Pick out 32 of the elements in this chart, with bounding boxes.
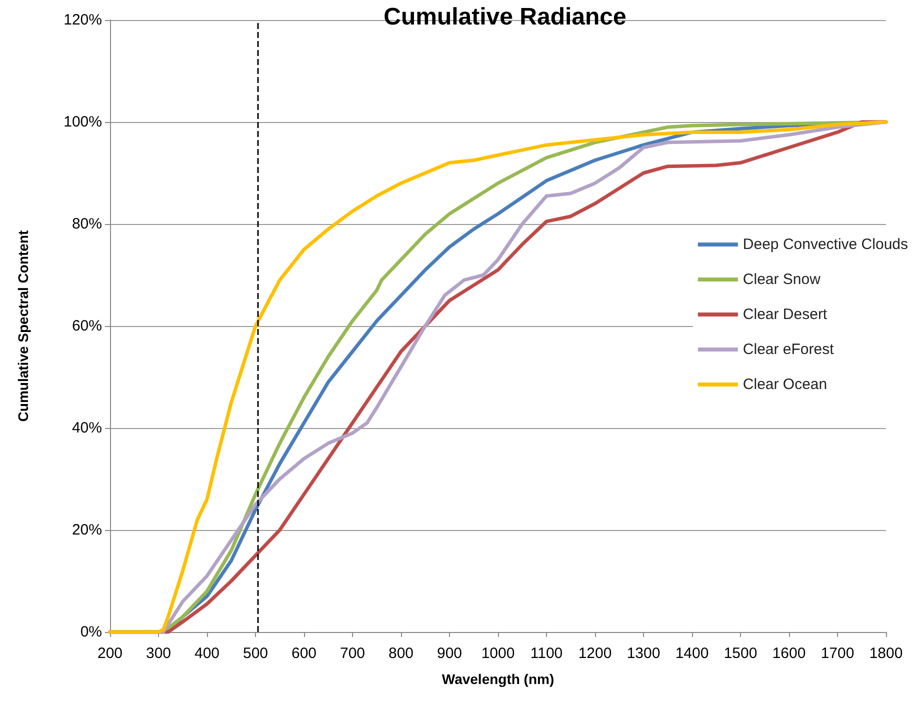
- x-tick-label: 400: [194, 645, 220, 662]
- x-tick-label: 200: [97, 645, 123, 662]
- x-tick-label: 1100: [530, 645, 563, 662]
- chart-title: Cumulative Radiance: [384, 4, 626, 30]
- y-tick-label: 100%: [64, 114, 102, 130]
- x-tick-label: 300: [146, 645, 172, 662]
- y-tick-label: 60%: [72, 318, 102, 334]
- legend-label: Clear Snow: [742, 271, 821, 288]
- x-tick-label: 1600: [772, 645, 806, 662]
- x-tick-label: 1400: [675, 645, 709, 662]
- y-tick-label: 0%: [80, 624, 102, 640]
- x-tick-label: 800: [388, 645, 414, 662]
- x-tick-label: 1700: [820, 645, 854, 662]
- x-tick-label: 1300: [626, 645, 660, 662]
- x-tick-label: 1500: [724, 645, 758, 662]
- y-tick-label: 20%: [72, 522, 102, 538]
- x-tick-label: 600: [291, 645, 317, 662]
- y-tick-label: 80%: [72, 216, 102, 232]
- y-tick-label: 120%: [64, 12, 102, 28]
- x-axis-title: Wavelength (nm): [442, 671, 554, 687]
- x-tick-label: 1800: [869, 645, 903, 662]
- y-axis-title: Cumulative Spectral Content: [15, 230, 31, 422]
- x-tick-label: 1000: [481, 645, 515, 662]
- x-tick-label: 1200: [578, 645, 612, 662]
- legend-label: Clear Ocean: [742, 376, 828, 393]
- legend-label: Clear eForest: [742, 341, 835, 358]
- x-tick-label: 900: [436, 645, 462, 662]
- legend-label: Clear Desert: [742, 306, 828, 323]
- x-tick-label: 500: [242, 645, 268, 662]
- x-tick-label: 700: [340, 645, 366, 662]
- y-tick-label: 40%: [72, 420, 102, 436]
- legend-label: Deep Convective Clouds: [742, 236, 908, 253]
